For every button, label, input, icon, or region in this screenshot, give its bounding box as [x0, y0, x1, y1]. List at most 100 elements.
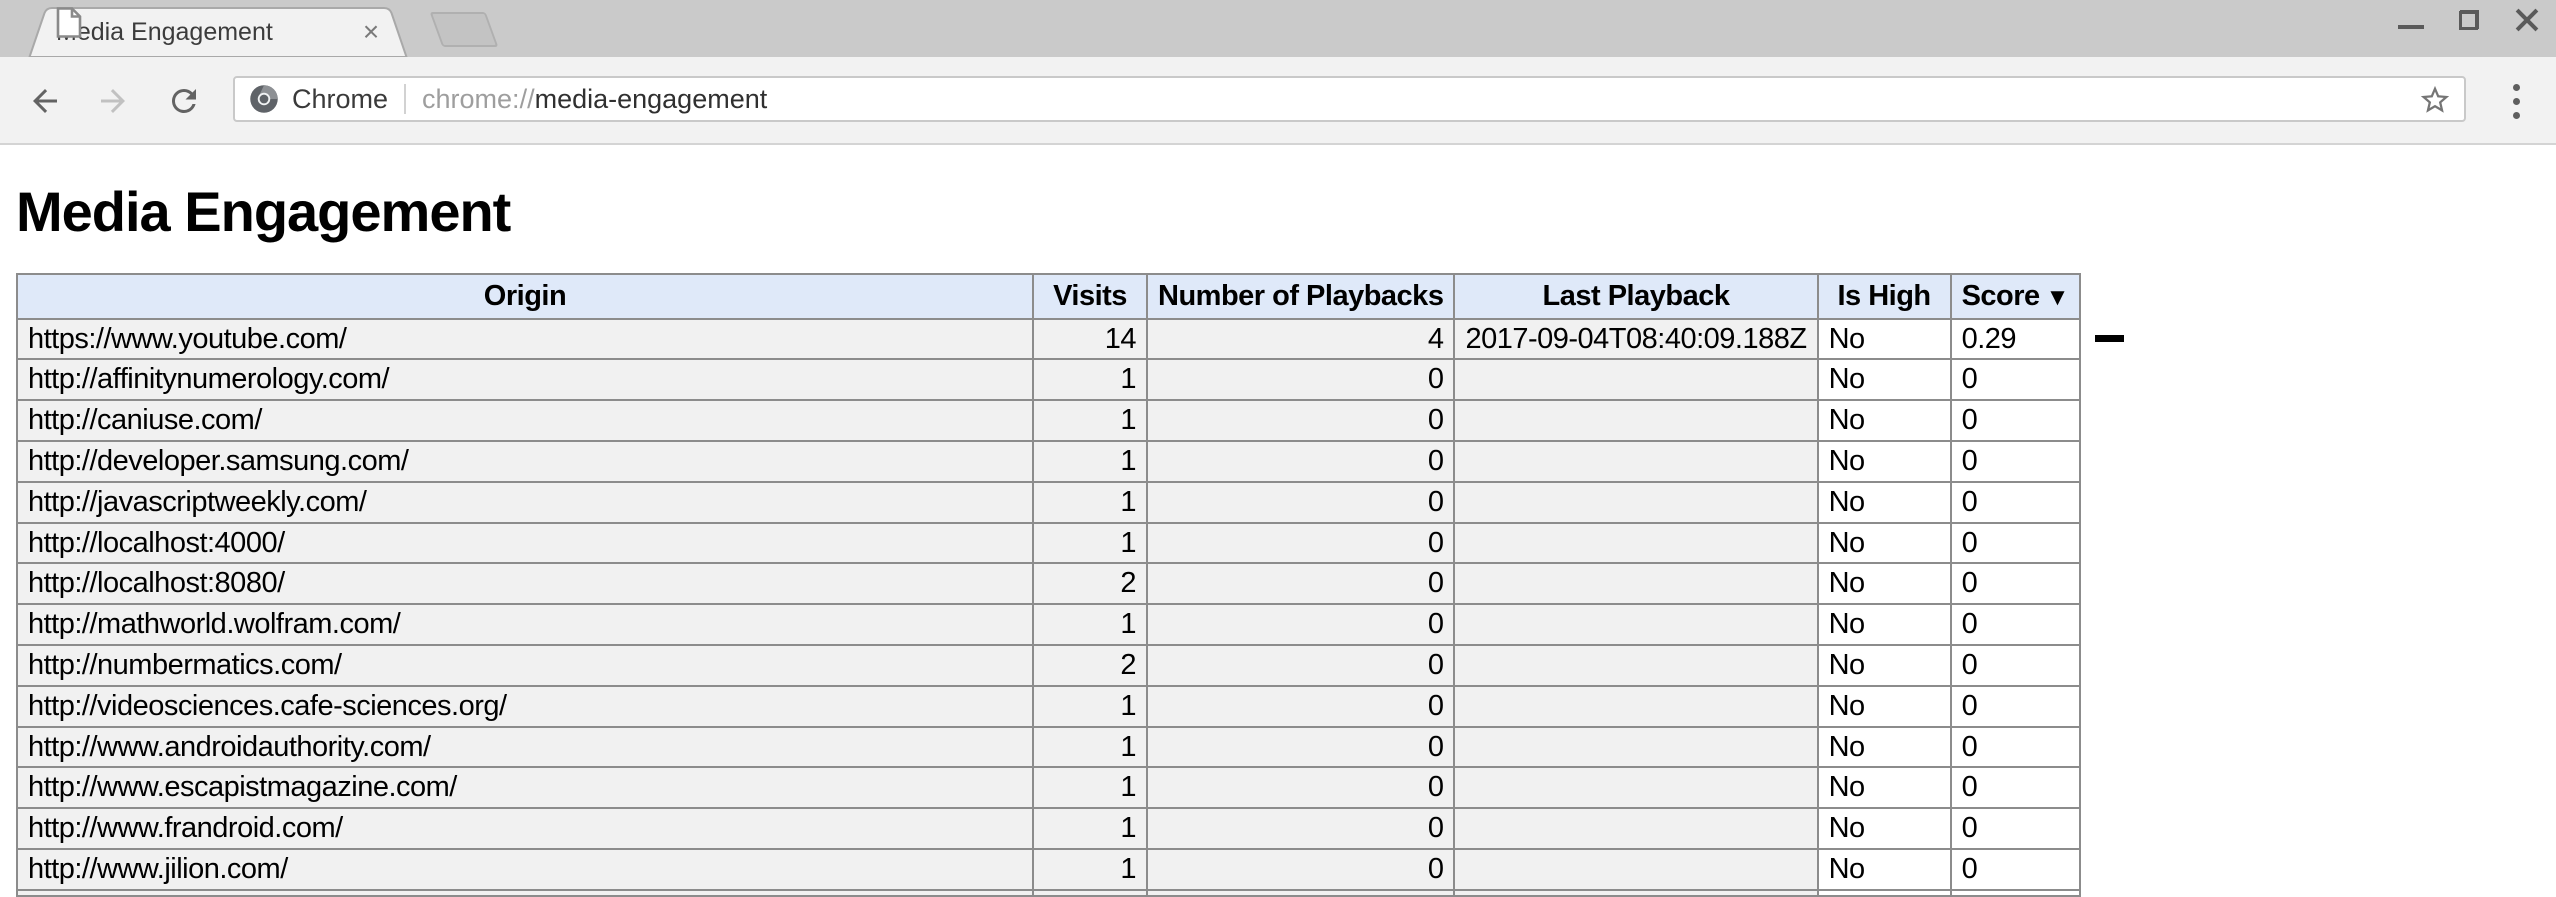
column-header-score[interactable]: Score ▼ [1949, 272, 2081, 320]
is-high-cell: No [1816, 562, 1952, 606]
origin-cell: http://www.escapistmagazine.com/ [16, 766, 1034, 810]
playbacks-cell: 0 [1145, 766, 1456, 810]
origin-cell: http://numbermatics.com/ [16, 643, 1034, 687]
last-playback-cell [1453, 399, 1819, 442]
playbacks-cell: 0 [1145, 521, 1456, 565]
column-header-visits[interactable]: Visits [1032, 272, 1148, 320]
score-cell: 0 [1949, 725, 2081, 769]
omnibox[interactable]: Chrome chrome://media-engagement [233, 76, 2466, 122]
visits-cell [1032, 888, 1148, 897]
is-high-cell: No [1816, 684, 1952, 728]
sort-descending-icon: ▼ [2045, 283, 2070, 311]
origin-cell: http://mathworld.wolfram.com/ [16, 603, 1034, 646]
is-high-cell: No [1816, 603, 1952, 646]
score-cell: 0 [1949, 643, 2081, 687]
table-row: http://caniuse.com/1 0 No 0 [16, 399, 2200, 442]
origin-cell: http://caniuse.com/ [16, 399, 1034, 442]
score-cell: 0 [1949, 847, 2081, 891]
visits-cell: 1 [1032, 399, 1148, 442]
score-bar-cell [2079, 481, 2200, 523]
playbacks-cell: 4 [1145, 317, 1456, 361]
page-title: Media Engagement [16, 180, 511, 243]
column-header-last-playback[interactable]: Last Playback [1453, 272, 1819, 320]
is-high-cell: No [1816, 807, 1952, 850]
column-header-is-high[interactable]: Is High [1816, 272, 1952, 320]
tab-shape [28, 7, 408, 57]
tab-strip: Media Engagement × [0, 0, 2556, 57]
visits-cell: 1 [1032, 521, 1148, 565]
tab-close-icon[interactable]: × [362, 16, 380, 47]
playbacks-cell [1145, 888, 1456, 897]
playbacks-cell: 0 [1145, 725, 1456, 769]
reload-button[interactable] [166, 83, 202, 119]
url-text[interactable]: chrome://media-engagement [422, 84, 767, 115]
is-high-cell: No [1816, 317, 1952, 361]
visits-cell: 1 [1032, 480, 1148, 524]
url-path: media-engagement [534, 83, 768, 114]
score-cell: 0.29 [1949, 317, 2081, 361]
minimize-icon [2398, 25, 2424, 29]
is-high-cell: No [1816, 847, 1952, 891]
visits-cell: 1 [1032, 603, 1148, 646]
new-tab-button[interactable] [429, 12, 499, 47]
omnibox-separator [404, 84, 407, 114]
score-bar-cell [2079, 808, 2200, 849]
last-playback-cell: 2017-09-04T08:40:09.188Z [1453, 317, 1819, 361]
menu-dots-icon [2512, 83, 2520, 91]
url-scheme: chrome:// [422, 83, 535, 114]
origin-cell: http://localhost:8080/ [16, 562, 1034, 606]
score-bar-cell [2079, 889, 2200, 896]
chrome-label: Chrome [292, 83, 389, 114]
is-high-cell: No [1816, 643, 1952, 687]
forward-button[interactable] [95, 83, 131, 119]
visits-cell: 1 [1032, 847, 1148, 891]
column-header-origin[interactable]: Origin [16, 272, 1034, 320]
minimize-button[interactable] [2382, 0, 2440, 40]
last-playback-cell [1453, 358, 1819, 402]
browser-tab[interactable]: Media Engagement × [28, 7, 408, 57]
column-header-number-of-playbacks[interactable]: Number of Playbacks [1145, 272, 1456, 320]
last-playback-cell [1453, 847, 1819, 891]
table-row: https://www.youtube.com/14 4 2017-09-04T08… [16, 317, 2200, 361]
reload-icon [171, 88, 196, 113]
is-high-cell: No [1816, 358, 1952, 402]
bookmark-star-icon [2420, 85, 2450, 113]
origin-cell: http://javascriptweekly.com/ [16, 480, 1034, 524]
score-bar-cell [2079, 604, 2200, 645]
score-cell: 0 [1949, 439, 2081, 483]
score-cell: 0 [1949, 684, 2081, 728]
playbacks-cell: 0 [1145, 399, 1456, 442]
document-icon [56, 7, 82, 38]
visits-cell: 1 [1032, 439, 1148, 483]
last-playback-cell [1453, 603, 1819, 646]
playbacks-cell: 0 [1145, 480, 1456, 524]
table-row: http://www.escapistmagazine.com/1 0 No 0 [16, 766, 2200, 810]
visits-cell: 2 [1032, 562, 1148, 606]
close-button[interactable] [2498, 0, 2556, 40]
chrome-logo-icon [250, 85, 278, 113]
back-button[interactable] [27, 83, 63, 119]
origin-cell: http://www.androidauthority.com/ [16, 725, 1034, 769]
browser-menu-button[interactable] [2504, 81, 2528, 121]
last-playback-cell [1453, 480, 1819, 524]
origin-cell: http://developer.samsung.com/ [16, 439, 1034, 483]
table-row: http://www.frandroid.com/1 0 No 0 [16, 807, 2200, 850]
last-playback-cell [1453, 521, 1819, 565]
last-playback-cell [1453, 684, 1819, 728]
table-row: http://affinitynumerology.com/1 0 No 0 [16, 358, 2200, 402]
score-cell: 0 [1949, 480, 2081, 524]
playbacks-cell: 0 [1145, 643, 1456, 687]
table-row: http://localhost:8080/2 0 No 0 [16, 562, 2200, 606]
is-high-cell: No [1816, 521, 1952, 565]
visits-cell: 1 [1032, 684, 1148, 728]
score-bar-column-spacer [2079, 273, 2200, 319]
score-bar-cell [2079, 440, 2200, 482]
table-row: http://localhost:4000/1 0 No 0 [16, 521, 2200, 565]
bookmark-button[interactable] [2418, 83, 2452, 117]
is-high-cell: No [1816, 725, 1952, 769]
playbacks-cell: 0 [1145, 603, 1456, 646]
restore-button[interactable] [2440, 0, 2498, 40]
score-bar-cell [2079, 848, 2200, 890]
browser-toolbar: Chrome chrome://media-engagement [0, 57, 2556, 145]
table-row: http://javascriptweekly.com/1 0 No 0 [16, 480, 2200, 524]
